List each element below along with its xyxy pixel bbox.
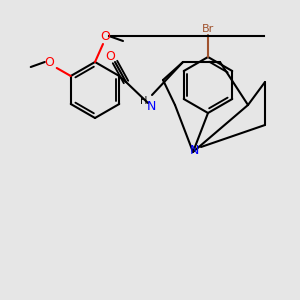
Text: N: N	[189, 143, 199, 157]
Text: Br: Br	[202, 24, 214, 34]
Text: O: O	[100, 29, 110, 43]
Text: O: O	[44, 56, 54, 68]
Text: H: H	[140, 96, 148, 106]
Text: N: N	[146, 100, 156, 112]
Text: O: O	[105, 50, 115, 62]
